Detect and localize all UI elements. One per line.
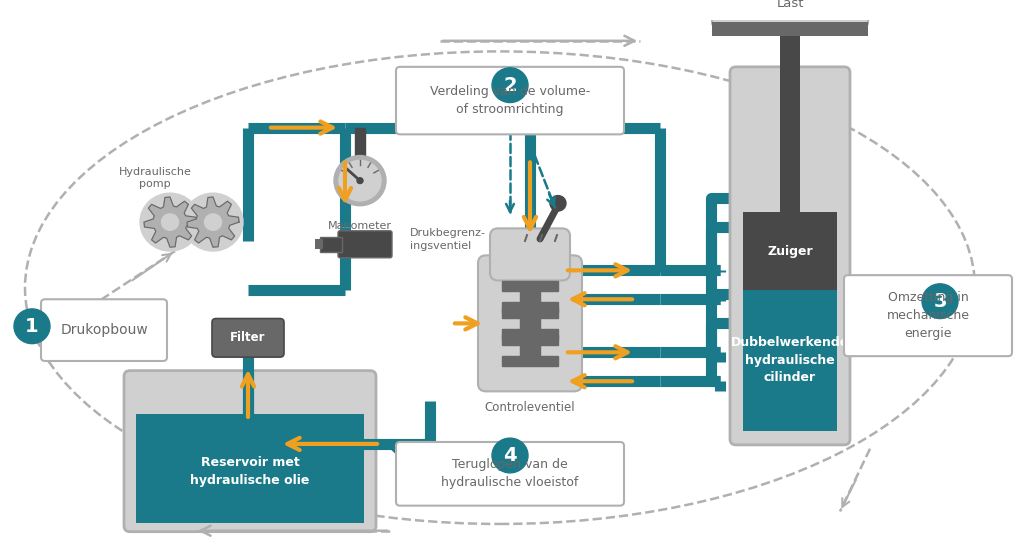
- Text: 4: 4: [503, 446, 517, 465]
- Text: 2: 2: [503, 76, 517, 95]
- Text: Drukbegrenz-
ingsventiel: Drukbegrenz- ingsventiel: [410, 228, 486, 251]
- Bar: [712, 23, 868, 36]
- Text: Omzetting in
mechanische
energie: Omzetting in mechanische energie: [887, 291, 970, 340]
- Polygon shape: [187, 197, 239, 247]
- Circle shape: [162, 214, 178, 230]
- Circle shape: [492, 68, 528, 102]
- FancyBboxPatch shape: [212, 318, 284, 357]
- Bar: [355, 128, 365, 157]
- Circle shape: [339, 161, 381, 201]
- Circle shape: [492, 438, 528, 473]
- Text: Zuiger: Zuiger: [767, 245, 813, 257]
- Bar: [319, 236, 342, 252]
- FancyBboxPatch shape: [41, 299, 167, 361]
- Bar: [136, 414, 364, 523]
- Bar: [520, 343, 540, 356]
- Circle shape: [922, 284, 958, 318]
- Bar: [502, 281, 558, 290]
- FancyBboxPatch shape: [730, 67, 850, 445]
- Circle shape: [205, 214, 221, 230]
- Text: 1: 1: [26, 317, 39, 336]
- FancyBboxPatch shape: [712, 0, 868, 26]
- Text: Drukopbouw: Drukopbouw: [60, 323, 147, 337]
- FancyBboxPatch shape: [396, 442, 624, 505]
- Circle shape: [183, 193, 243, 251]
- FancyBboxPatch shape: [478, 255, 582, 392]
- Circle shape: [14, 309, 50, 344]
- FancyBboxPatch shape: [124, 371, 376, 532]
- Text: Verdeling van de volume-
of stroomrichting: Verdeling van de volume- of stroomrichti…: [430, 85, 590, 116]
- Bar: [502, 302, 558, 312]
- Circle shape: [357, 178, 362, 184]
- Text: Controleventiel: Controleventiel: [484, 401, 575, 414]
- Text: Teruglopen van de
hydraulische vloeistof: Teruglopen van de hydraulische vloeistof: [441, 458, 579, 490]
- Bar: [780, 24, 800, 212]
- Text: Last: Last: [776, 0, 804, 10]
- Text: Hydraulische
pomp: Hydraulische pomp: [119, 167, 191, 189]
- Circle shape: [334, 156, 386, 206]
- FancyBboxPatch shape: [338, 231, 392, 258]
- Text: Filter: Filter: [230, 331, 266, 344]
- Bar: [743, 290, 837, 431]
- Bar: [502, 308, 558, 317]
- Polygon shape: [144, 197, 196, 247]
- Bar: [520, 316, 540, 329]
- FancyBboxPatch shape: [844, 275, 1012, 356]
- Bar: [520, 289, 540, 302]
- Bar: [502, 329, 558, 339]
- Bar: [315, 239, 323, 249]
- Circle shape: [140, 193, 200, 251]
- Text: Manometer: Manometer: [328, 221, 392, 231]
- Text: 3: 3: [933, 292, 947, 311]
- Text: Reservoir met
hydraulische olie: Reservoir met hydraulische olie: [190, 456, 309, 487]
- Bar: [743, 212, 837, 290]
- Bar: [502, 356, 558, 366]
- FancyBboxPatch shape: [396, 67, 624, 134]
- Circle shape: [550, 196, 566, 211]
- Text: Dubbelwerkende
hydraulische
cilinder: Dubbelwerkende hydraulische cilinder: [731, 337, 849, 384]
- FancyBboxPatch shape: [490, 228, 570, 280]
- Bar: [502, 335, 558, 345]
